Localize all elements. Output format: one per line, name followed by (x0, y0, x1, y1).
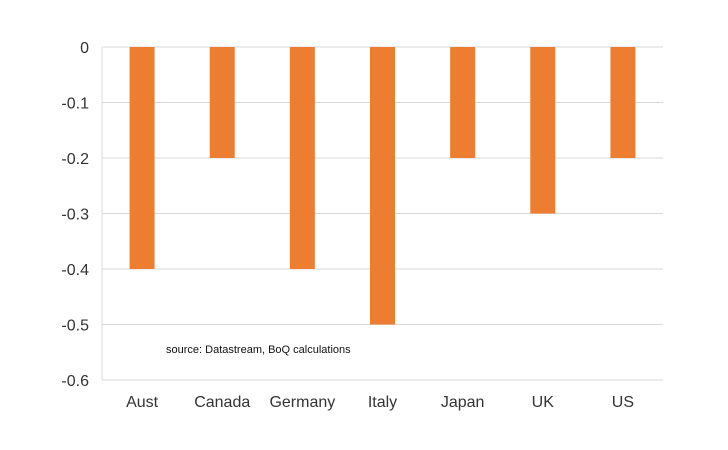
bars (129, 47, 636, 325)
bar-uk (530, 47, 556, 214)
y-tick-label: -0.6 (61, 373, 89, 390)
y-tick-label: -0.3 (61, 207, 89, 224)
bar-italy (370, 47, 395, 325)
x-tick-label: Germany (269, 394, 335, 411)
y-tick-label: -0.2 (61, 151, 89, 168)
x-tick-labels: Aust Canada Germany Italy Japan UK US (126, 394, 634, 411)
bar-canada (209, 47, 235, 158)
x-tick-label: Aust (126, 394, 159, 411)
bar-germany (289, 47, 315, 269)
bar-us (610, 47, 636, 158)
x-tick-label: Japan (441, 394, 485, 411)
x-tick-label: UK (532, 394, 555, 411)
y-tick-label: -0.4 (61, 262, 89, 279)
bar-japan (450, 47, 476, 158)
bar-aust (129, 47, 155, 269)
y-tick-labels: 0 -0.1 -0.2 -0.3 -0.4 -0.5 -0.6 (61, 40, 89, 390)
y-tick-label: 0 (80, 40, 89, 57)
y-tick-label: -0.1 (61, 96, 89, 113)
source-annotation: source: Datastream, BoQ calculations (166, 344, 351, 356)
x-tick-label: Italy (368, 394, 397, 411)
y-tick-label: -0.5 (61, 318, 89, 335)
x-tick-label: Canada (194, 394, 250, 411)
x-tick-label: US (612, 394, 634, 411)
